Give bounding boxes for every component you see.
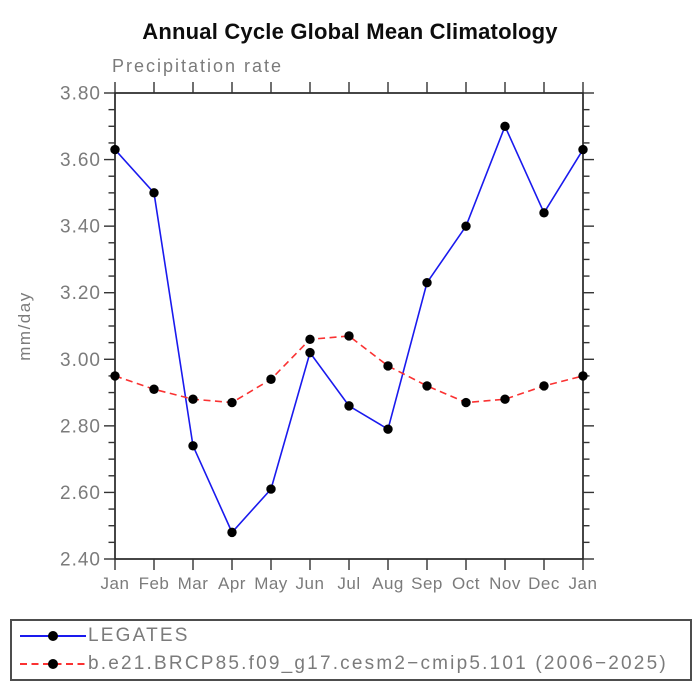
data-point-marker [149, 384, 159, 394]
y-tick-label: 3.40 [60, 217, 101, 238]
chart-subtitle: Precipitation rate [112, 56, 284, 76]
data-point-marker [266, 374, 276, 384]
x-tick-label: Sep [411, 574, 443, 593]
data-point-marker [578, 371, 588, 381]
x-tick-label: Jan [569, 574, 598, 593]
legend-marker-dot-icon [48, 659, 58, 669]
data-point-marker [305, 347, 315, 358]
legend-box: LEGATES b.e21.BRCP85.f09_g17.cesm2−cmip5… [10, 619, 692, 681]
y-tick-label: 3.20 [60, 283, 101, 304]
x-tick-label: Apr [218, 574, 246, 593]
data-point-marker [149, 188, 159, 198]
legend-marker-dot-icon [48, 631, 58, 641]
data-point-marker [461, 397, 471, 408]
y-tick-label: 2.60 [60, 483, 101, 504]
x-tick-label: May [254, 574, 288, 593]
data-point-marker [383, 361, 393, 371]
data-point-marker [461, 221, 471, 231]
data-point-marker [500, 394, 510, 404]
x-tick-label: Feb [139, 574, 170, 593]
data-point-marker [344, 401, 354, 411]
x-tick-label: Mar [178, 574, 209, 593]
y-tick-label: 2.80 [60, 416, 101, 437]
data-point-marker [110, 144, 120, 155]
legend-line-sample-dashed [20, 659, 86, 669]
data-point-marker [266, 484, 276, 494]
legend-item-model: b.e21.BRCP85.f09_g17.cesm2−cmip5.101 (20… [12, 651, 690, 677]
y-axis-label: mm/day [15, 291, 34, 360]
data-point-marker [383, 424, 393, 434]
data-point-marker [422, 278, 432, 288]
legend-line-sample-solid [20, 631, 86, 641]
legend-label-legates: LEGATES [88, 625, 190, 646]
data-point-marker [578, 144, 588, 155]
x-tick-label: Oct [452, 574, 480, 593]
x-tick-label: Dec [528, 574, 560, 593]
y-tick-label: 3.00 [60, 350, 101, 371]
x-tick-label: Nov [489, 574, 521, 593]
data-point-marker [227, 397, 237, 408]
data-point-marker [422, 381, 432, 391]
x-tick-label: Jan [101, 574, 130, 593]
legend-label-model: b.e21.BRCP85.f09_g17.cesm2−cmip5.101 (20… [88, 653, 668, 674]
x-tick-label: Jul [337, 574, 360, 593]
x-tick-label: Aug [372, 574, 404, 593]
legend-item-legates: LEGATES [12, 623, 690, 649]
y-tick-label: 3.60 [60, 150, 101, 171]
data-point-marker [188, 394, 198, 404]
data-point-marker [500, 121, 510, 131]
series-line-legates [114, 124, 584, 534]
data-point-marker [305, 334, 315, 345]
y-tick-label: 2.40 [60, 550, 101, 571]
data-point-marker [344, 331, 354, 341]
data-point-marker [110, 371, 120, 381]
data-point-marker [539, 381, 549, 391]
plot-frame [114, 92, 584, 560]
x-tick-label: Jun [296, 574, 325, 593]
data-point-marker [188, 441, 198, 451]
y-tick-label: 3.80 [60, 84, 101, 105]
chart-title: Annual Cycle Global Mean Climatology [142, 19, 558, 44]
data-point-marker [227, 527, 237, 538]
data-point-marker [539, 208, 549, 218]
